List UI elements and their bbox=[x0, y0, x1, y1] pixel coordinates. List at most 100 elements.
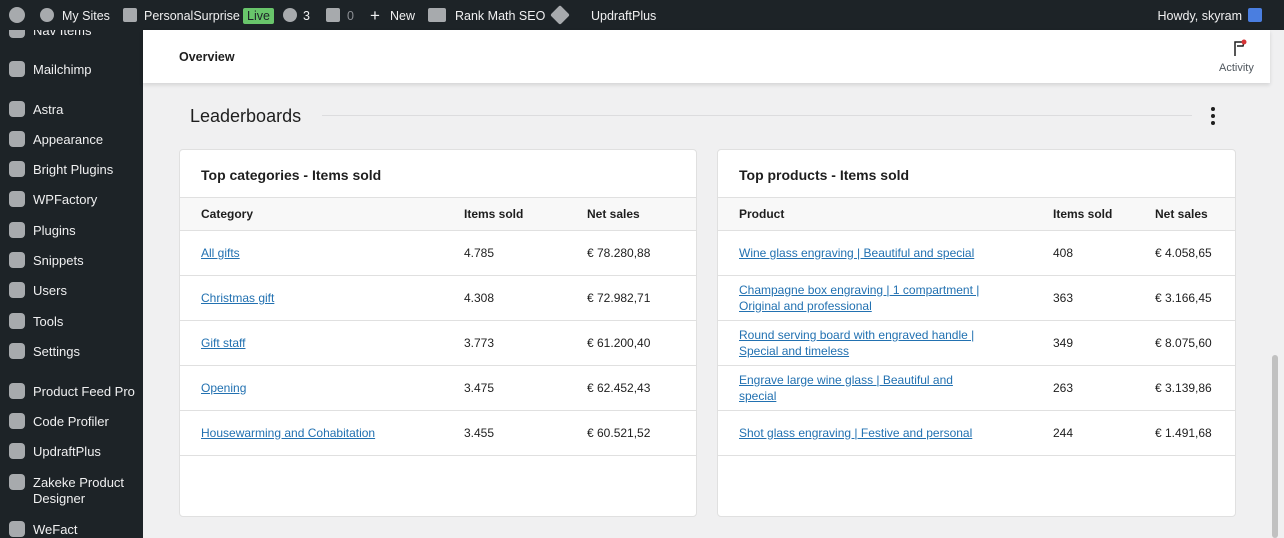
rankmath-icon bbox=[428, 8, 446, 22]
table-cell: € 8.075,60 bbox=[1134, 320, 1235, 366]
menu-item[interactable]: Astra bbox=[33, 102, 64, 117]
row-link[interactable]: Christmas gift bbox=[201, 290, 275, 305]
home-icon bbox=[123, 8, 137, 22]
admin-item[interactable]: 0 bbox=[347, 9, 354, 23]
menu-item[interactable]: WeFact bbox=[33, 522, 78, 537]
admin-item[interactable]: 3 bbox=[303, 9, 310, 23]
sidebar: Nav Items Mailchimp Astra Appearance Bright … bbox=[0, 30, 143, 538]
updates-icon bbox=[283, 8, 297, 22]
menu-item[interactable]: Code Profiler bbox=[33, 414, 109, 429]
table-cell: Wine glass engraving | Beautiful and spe… bbox=[718, 230, 1032, 276]
activity-label[interactable]: Activity bbox=[1219, 62, 1254, 74]
menu-item[interactable]: Zakeke Product Designer bbox=[33, 475, 125, 506]
menu-item[interactable]: Plugins bbox=[33, 223, 76, 238]
diamond-icon bbox=[550, 5, 570, 25]
table-cell: € 3.139,86 bbox=[1134, 365, 1235, 411]
table-cell: All gifts bbox=[180, 230, 443, 276]
table-cell: 3.773 bbox=[443, 320, 566, 366]
row-link[interactable]: Round serving board with engraved handle… bbox=[739, 327, 975, 358]
table-cell: € 1.491,68 bbox=[1134, 410, 1235, 456]
row-link[interactable]: Housewarming and Cohabitation bbox=[201, 425, 376, 440]
table-cell: 263 bbox=[1032, 365, 1134, 411]
live-badge: Live bbox=[243, 8, 274, 24]
table-row: Opening 3.475 € 62.452,43 bbox=[180, 365, 696, 411]
menu-icon bbox=[9, 252, 25, 268]
admin-bar: My Sites PersonalSurprise Live 3 0 + New… bbox=[0, 0, 1284, 30]
menu-item[interactable]: Snippets bbox=[33, 253, 84, 268]
table-cell: 408 bbox=[1032, 230, 1134, 276]
row-link[interactable]: Opening bbox=[201, 380, 247, 395]
leaderboard-table: Product Items sold Net sales Wine glass eng… bbox=[718, 198, 1235, 456]
table-cell: Shot glass engraving | Festive and perso… bbox=[718, 410, 1032, 456]
greeting[interactable]: Howdy, skyram bbox=[1157, 9, 1242, 23]
menu-item[interactable]: Users bbox=[33, 283, 67, 298]
divider bbox=[322, 115, 1192, 116]
column-header: Items sold bbox=[443, 198, 566, 231]
table-cell: Opening bbox=[180, 365, 443, 411]
menu-item[interactable]: Tools bbox=[33, 314, 64, 329]
wp-logo[interactable] bbox=[9, 7, 25, 23]
admin-item[interactable]: PersonalSurprise bbox=[144, 9, 240, 23]
column-header: Net sales bbox=[1134, 198, 1235, 231]
menu-icon bbox=[9, 413, 25, 429]
admin-item[interactable]: Rank Math SEO bbox=[455, 9, 546, 23]
column-header: Product bbox=[718, 198, 1032, 231]
table-cell: 3.455 bbox=[443, 410, 566, 456]
sites-icon bbox=[40, 8, 54, 22]
row-link[interactable]: Shot glass engraving | Festive and perso… bbox=[739, 425, 973, 440]
table-cell: 363 bbox=[1032, 275, 1134, 321]
menu-item[interactable]: Settings bbox=[33, 344, 80, 359]
menu-icon bbox=[9, 521, 25, 537]
scrollbar[interactable] bbox=[1272, 355, 1278, 538]
menu-icon bbox=[9, 313, 25, 329]
table-row: Wine glass engraving | Beautiful and spe… bbox=[718, 230, 1235, 276]
menu-item[interactable]: UpdraftPlus bbox=[33, 444, 101, 459]
comments-icon bbox=[326, 8, 340, 22]
row-link[interactable]: All gifts bbox=[201, 245, 240, 260]
leaderboard-table: Category Items sold Net sales All gifts 4.78… bbox=[180, 198, 696, 456]
table-cell: € 62.452,43 bbox=[566, 365, 696, 411]
menu-item[interactable]: Nav Items bbox=[33, 30, 92, 38]
row-link[interactable]: Champagne box engraving | 1 compartment … bbox=[739, 282, 980, 313]
menu-item[interactable]: Bright Plugins bbox=[33, 162, 114, 177]
menu-item[interactable]: WPFactory bbox=[33, 192, 98, 207]
card-title: Top products - Items sold bbox=[718, 150, 1235, 198]
menu-icon bbox=[9, 161, 25, 177]
table-cell: Housewarming and Cohabitation bbox=[180, 410, 443, 456]
avatar[interactable] bbox=[1248, 8, 1262, 22]
table-cell: € 3.166,45 bbox=[1134, 275, 1235, 321]
menu-icon bbox=[9, 30, 25, 38]
column-header: Items sold bbox=[1032, 198, 1134, 231]
menu-icon bbox=[9, 443, 25, 459]
menu-item[interactable]: Product Feed Pro bbox=[33, 384, 135, 399]
table-cell: € 4.058,65 bbox=[1134, 230, 1235, 276]
admin-item[interactable]: UpdraftPlus bbox=[591, 9, 657, 23]
card-title: Top categories - Items sold bbox=[180, 150, 696, 198]
activity-icon[interactable] bbox=[1232, 39, 1248, 57]
table-row: Housewarming and Cohabitation 3.455 € 60.5… bbox=[180, 410, 696, 456]
page-title: Overview bbox=[179, 50, 235, 64]
table-row: Gift staff 3.773 € 61.200,40 bbox=[180, 320, 696, 366]
table-cell: Engrave large wine glass | Beautiful and… bbox=[718, 365, 1032, 411]
table-row: Round serving board with engraved handle… bbox=[718, 320, 1235, 366]
menu-icon bbox=[9, 282, 25, 298]
menu-button[interactable] bbox=[1208, 106, 1218, 126]
admin-item[interactable]: My Sites bbox=[62, 9, 110, 23]
menu-item[interactable]: Appearance bbox=[33, 132, 104, 147]
row-link[interactable]: Wine glass engraving | Beautiful and spe… bbox=[739, 245, 975, 260]
table-cell: € 61.200,40 bbox=[566, 320, 696, 366]
table-row: Christmas gift 4.308 € 72.982,71 bbox=[180, 275, 696, 321]
menu-icon bbox=[9, 474, 25, 490]
table-cell: € 78.280,88 bbox=[566, 230, 696, 276]
column-header: Category bbox=[180, 198, 443, 231]
table-cell: Gift staff bbox=[180, 320, 443, 366]
row-link[interactable]: Gift staff bbox=[201, 335, 246, 350]
admin-item[interactable]: New bbox=[390, 9, 416, 23]
row-link[interactable]: Engrave large wine glass | Beautiful and… bbox=[739, 372, 953, 403]
table-row: All gifts 4.785 € 78.280,88 bbox=[180, 230, 696, 276]
table-cell: Christmas gift bbox=[180, 275, 443, 321]
table-row: Shot glass engraving | Festive and perso… bbox=[718, 410, 1235, 456]
section-title: Leaderboards bbox=[190, 106, 302, 126]
menu-item[interactable]: Mailchimp bbox=[33, 62, 92, 77]
leaderboard-card: Top categories - Items sold Category Items… bbox=[179, 149, 697, 517]
